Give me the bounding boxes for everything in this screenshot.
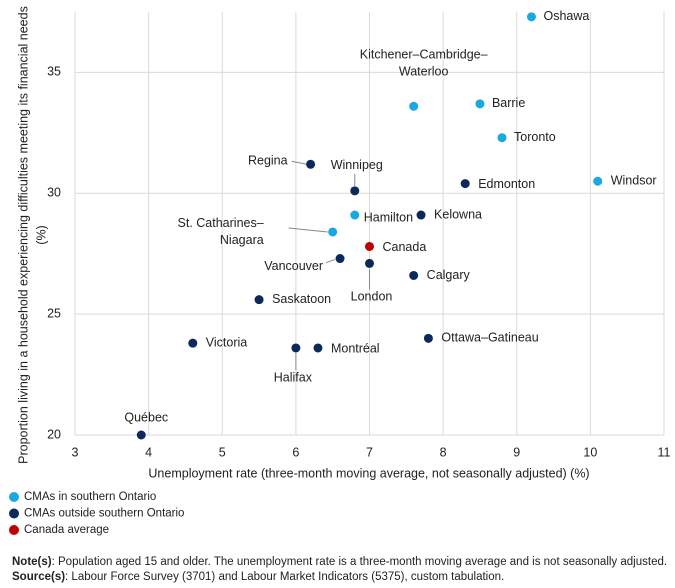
legend-marker <box>9 508 19 519</box>
x-tick-label: 11 <box>658 445 671 459</box>
point <box>423 333 433 343</box>
point-label: Canada <box>383 240 427 254</box>
point-label: Edmonton <box>478 177 535 191</box>
x-tick-label: 3 <box>72 445 79 459</box>
legend-label: Canada average <box>24 524 109 536</box>
leader-line <box>288 227 328 233</box>
x-axis-label: Unemployment rate (three-month moving av… <box>148 466 589 480</box>
point <box>306 159 316 169</box>
note: Source(s): Labour Force Survey (3701) an… <box>12 571 504 583</box>
point-label: Kitchener–Cambridge– Waterloo <box>360 48 488 79</box>
point-label: Winnipeg <box>331 158 383 172</box>
point <box>365 241 374 251</box>
point <box>460 179 470 189</box>
note: Note(s): Population aged 15 and older. T… <box>12 556 667 568</box>
x-tick-label: 9 <box>513 445 520 459</box>
point-label: Ottawa–Gatineau <box>441 331 538 345</box>
y-tick-label: 25 <box>47 306 61 320</box>
point-label: Victoria <box>206 335 248 349</box>
point <box>313 343 323 353</box>
point-label: Vancouver <box>264 259 323 273</box>
legend-label: CMAs outside southern Ontario <box>24 508 184 520</box>
point-label: Calgary <box>427 268 471 282</box>
x-tick-label: 5 <box>219 445 226 459</box>
point <box>350 210 360 220</box>
point <box>593 176 603 186</box>
point-label: Barrie <box>492 96 525 110</box>
point <box>335 254 345 264</box>
point <box>526 12 536 22</box>
point-label: Toronto <box>514 130 556 144</box>
point-label: Regina <box>248 154 288 168</box>
legend-marker <box>9 492 19 502</box>
point <box>365 258 374 268</box>
point-label: Windsor <box>611 173 657 187</box>
label-line: Niagara <box>220 233 264 247</box>
label-line: Kitchener–Cambridge– <box>360 48 488 62</box>
y-axis-label: (%) <box>34 225 48 244</box>
leader-line <box>325 259 336 264</box>
point <box>188 338 198 348</box>
point <box>136 430 146 440</box>
point-label: Montréal <box>331 341 380 355</box>
y-tick-label: 35 <box>47 65 61 79</box>
point <box>291 343 301 353</box>
point-label: London <box>351 290 393 304</box>
x-tick-label: 7 <box>366 445 373 459</box>
y-tick-label: 30 <box>47 186 61 200</box>
label-line: Waterloo <box>399 65 449 79</box>
point-label: Halifax <box>274 370 313 384</box>
note-label: Note(s) <box>12 556 52 568</box>
legend-marker <box>9 525 19 535</box>
point <box>409 101 419 111</box>
point-label: St. Catharines– Niagara <box>178 216 264 247</box>
x-tick-label: 10 <box>583 445 597 459</box>
x-tick-label: 8 <box>440 445 447 459</box>
point-label: Hamilton <box>364 210 413 224</box>
point-label: Kelowna <box>434 207 482 221</box>
point-label: Québec <box>124 410 168 424</box>
point <box>328 227 338 237</box>
point-label: Saskatoon <box>272 292 331 306</box>
leader-line <box>291 160 307 165</box>
legend-label: CMAs in southern Ontario <box>24 491 156 503</box>
label-line: St. Catharines– <box>178 216 264 230</box>
note-text: : Population aged 15 and older. The unem… <box>52 556 667 568</box>
y-tick-label: 20 <box>47 427 61 441</box>
point-label: Oshawa <box>543 9 589 23</box>
x-tick-label: 6 <box>292 445 299 459</box>
point <box>497 133 507 143</box>
y-axis-label: Proportion living in a household experie… <box>16 6 30 464</box>
point <box>475 99 485 109</box>
point <box>416 210 426 220</box>
x-tick-label: 4 <box>145 445 152 459</box>
note-label: Source(s) <box>12 571 65 583</box>
point <box>350 186 360 196</box>
point <box>254 295 264 305</box>
note-text: : Labour Force Survey (3701) and Labour … <box>65 571 504 583</box>
point <box>409 270 419 280</box>
